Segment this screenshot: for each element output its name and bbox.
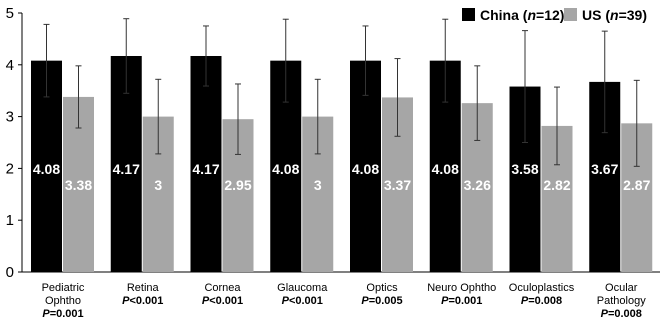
data-label-china: 4.17 [113, 161, 140, 177]
category-label: Ophtho [45, 295, 81, 307]
bars: 4.08 3.38 4.17 3 4.17 2.95 4.08 3 4.08 3.37 4.08 3.… [31, 18, 653, 273]
data-label-us: 2.95 [224, 177, 251, 193]
p-value-label: P=0.001 [441, 295, 482, 307]
data-label-us: 2.82 [543, 177, 570, 193]
p-value-label: P=0.008 [521, 295, 562, 307]
y-tick-label: 1 [6, 212, 14, 229]
data-label-china: 4.08 [272, 161, 299, 177]
p-value: =0.005 [369, 295, 403, 307]
p-symbol: P [122, 295, 130, 307]
category-label: Pediatric [42, 282, 85, 294]
data-label-china: 4.08 [432, 161, 459, 177]
p-symbol: P [282, 295, 290, 307]
p-symbol: P [521, 295, 529, 307]
data-label-us: 3 [314, 177, 322, 193]
legend-swatch-us [564, 8, 577, 21]
x-axis-labels: PediatricOphthoP=0.001RetinaP<0.001Corne… [42, 282, 647, 320]
bar-china [350, 60, 381, 272]
category-label: Glaucoma [277, 282, 328, 294]
p-value: =0.008 [608, 308, 642, 320]
y-tick-label: 3 [6, 109, 14, 126]
p-value: =0.001 [448, 295, 482, 307]
category-label: Cornea [204, 282, 241, 294]
p-value-label: P<0.001 [122, 295, 163, 307]
p-value: =0.008 [528, 295, 562, 307]
bar-china [190, 55, 222, 272]
legend-swatch-china [462, 8, 475, 21]
data-label-china: 4.17 [192, 161, 219, 177]
p-symbol: P [202, 295, 210, 307]
p-symbol: P [441, 295, 449, 307]
data-label-china: 3.67 [591, 161, 618, 177]
y-tick-label: 0 [6, 264, 14, 281]
p-value-label: P=0.005 [361, 295, 402, 307]
data-label-us: 3.26 [464, 177, 491, 193]
legend: China (n=12) US (n=39) [462, 7, 647, 23]
p-value: <0.001 [209, 295, 243, 307]
p-value: <0.001 [289, 295, 323, 307]
p-value: <0.001 [129, 295, 163, 307]
p-symbol: P [361, 295, 369, 307]
data-label-us: 3.37 [384, 177, 411, 193]
y-tick-label: 4 [6, 57, 14, 74]
p-value-label: P=0.001 [42, 308, 83, 320]
p-value-label: P=0.008 [601, 308, 642, 320]
p-symbol: P [42, 308, 50, 320]
legend-label-us: US (n=39) [582, 7, 647, 23]
data-label-china: 3.58 [511, 161, 538, 177]
data-label-us: 2.87 [623, 177, 650, 193]
y-tick-label: 2 [6, 160, 14, 177]
category-label: Optics [366, 282, 398, 294]
category-label: Oculoplastics [509, 282, 575, 294]
data-label-us: 3 [154, 177, 162, 193]
p-value: =0.001 [50, 308, 84, 320]
p-symbol: P [601, 308, 609, 320]
p-value-label: P<0.001 [282, 295, 323, 307]
category-label: Retina [127, 282, 160, 294]
y-tick-label: 5 [6, 5, 14, 22]
data-label-us: 3.38 [65, 177, 92, 193]
category-label: Pathology [597, 295, 646, 307]
p-value-label: P<0.001 [202, 295, 243, 307]
legend-label-china: China (n=12) [480, 7, 564, 23]
category-label: Ocular [605, 282, 638, 294]
data-label-china: 4.08 [33, 161, 60, 177]
data-label-china: 4.08 [352, 161, 379, 177]
category-label: Neuro Ophtho [427, 282, 496, 294]
